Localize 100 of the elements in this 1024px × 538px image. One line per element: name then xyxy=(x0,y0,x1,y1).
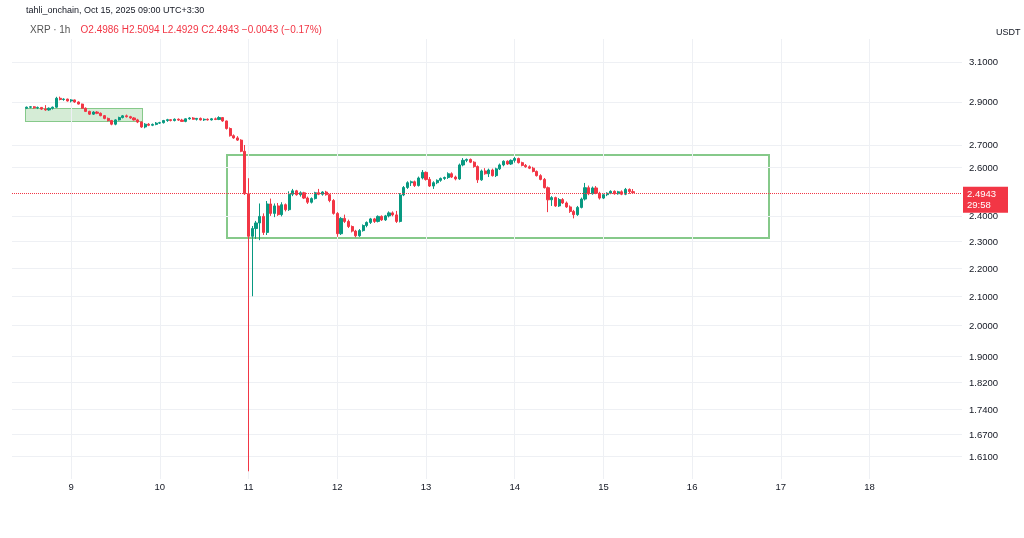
candlestick xyxy=(192,116,195,121)
candlestick xyxy=(310,196,313,204)
candlestick xyxy=(432,180,435,190)
candlestick xyxy=(506,159,509,166)
candlestick xyxy=(73,99,76,104)
candlestick xyxy=(121,114,124,119)
candlestick xyxy=(36,106,39,110)
candlestick xyxy=(395,210,398,224)
candlestick xyxy=(44,104,47,112)
candlestick xyxy=(88,110,91,116)
candlestick xyxy=(380,214,383,222)
ref-line-label: 2.4943 xyxy=(967,188,997,200)
candlestick xyxy=(554,196,557,208)
candlestick xyxy=(47,106,51,112)
text: 29:58 xyxy=(967,199,991,211)
x-tick-label: 9 xyxy=(68,480,74,492)
candlestick xyxy=(358,228,361,238)
candlestick xyxy=(107,117,110,122)
candlestick xyxy=(206,117,209,122)
candlestick xyxy=(521,161,524,167)
y-tick-label: 2.2000 xyxy=(969,262,999,274)
candlestick xyxy=(95,110,99,115)
candlestick xyxy=(572,209,575,219)
y-tick-label: 1.7400 xyxy=(969,403,999,415)
candlestick xyxy=(77,100,80,105)
candlestick xyxy=(365,220,368,228)
candlestick xyxy=(491,168,494,178)
candlestick xyxy=(162,119,165,125)
chart-subtitle: O2.4986 H2.5094 L2.4929 C2.4943 −0.0043 (−0.17%) xyxy=(80,23,322,35)
candlestick xyxy=(469,158,472,164)
candlestick xyxy=(25,106,28,110)
x-tick-label: 11 xyxy=(243,480,254,492)
candlestick xyxy=(369,217,372,225)
y-tick-label: 1.6100 xyxy=(969,450,999,462)
y-tick-label: 2.0000 xyxy=(969,320,999,332)
candlestick xyxy=(140,120,143,129)
candlestick xyxy=(62,97,65,102)
candlestick xyxy=(273,202,276,218)
text: tahli_onchain, Oct 15, 2025 09:00 UTC+3:30 xyxy=(26,4,205,15)
candlestick xyxy=(132,116,136,122)
candlestick xyxy=(99,111,102,117)
chart-title: XRP · 1h xyxy=(30,23,71,35)
candlestick xyxy=(561,197,564,205)
candlestick xyxy=(384,214,387,222)
candlestick xyxy=(151,123,154,127)
candlestick xyxy=(476,164,479,184)
candlestick xyxy=(502,159,505,167)
candlestick xyxy=(439,177,442,183)
candlestick xyxy=(158,121,161,125)
candlestick xyxy=(550,195,553,207)
x-tick-label: 14 xyxy=(509,480,521,492)
candlestick xyxy=(144,122,147,129)
candlestick xyxy=(29,105,32,109)
candlestick xyxy=(454,175,457,181)
candlestick xyxy=(487,168,490,178)
candlestick xyxy=(480,169,483,182)
candlestick xyxy=(169,118,172,122)
candlestick xyxy=(217,115,221,121)
candlestick xyxy=(288,190,291,212)
y-tick-label: 2.3000 xyxy=(969,235,999,247)
candlestick xyxy=(166,118,169,123)
candlestick xyxy=(413,180,416,188)
y-tick-label: 1.6700 xyxy=(969,428,999,440)
candlestick xyxy=(343,214,346,224)
y-tick-label: 2.4000 xyxy=(969,210,999,222)
candlestick xyxy=(524,163,527,169)
candlestick xyxy=(591,186,594,196)
candlestick xyxy=(565,201,568,209)
candlestick xyxy=(517,157,520,165)
candlestick xyxy=(262,212,265,236)
candlestick xyxy=(81,103,84,110)
y-tick-label: 2.9000 xyxy=(969,96,999,108)
candlestick xyxy=(251,225,254,297)
candlestick xyxy=(136,118,139,124)
candlestick xyxy=(188,116,191,121)
candlestick xyxy=(532,166,535,173)
candlestick xyxy=(210,117,213,122)
y-tick-label: 1.9000 xyxy=(969,350,999,362)
x-tick-label: 10 xyxy=(154,480,166,492)
y-tick-label: 2.6000 xyxy=(969,162,999,174)
candlestick xyxy=(55,96,58,109)
x-tick-label: 17 xyxy=(775,480,787,492)
x-tick-label: 15 xyxy=(598,480,609,492)
candlestick xyxy=(110,119,113,126)
y-axis-title: USDT xyxy=(996,26,1021,37)
candlestick xyxy=(129,115,132,120)
candlestick xyxy=(339,216,343,236)
candlestick xyxy=(184,117,187,123)
candlestick xyxy=(558,197,561,208)
y-tick-label: 2.1000 xyxy=(969,290,999,302)
candlestick xyxy=(513,156,516,164)
candlestick xyxy=(602,193,605,200)
candlestick xyxy=(528,164,531,170)
candlestick xyxy=(450,171,453,179)
x-tick-label: 12 xyxy=(332,480,343,492)
candlestick xyxy=(387,210,391,218)
candlestick xyxy=(443,176,446,181)
candlestick xyxy=(609,189,612,195)
candlestick xyxy=(33,105,36,110)
candlestick xyxy=(277,202,280,217)
